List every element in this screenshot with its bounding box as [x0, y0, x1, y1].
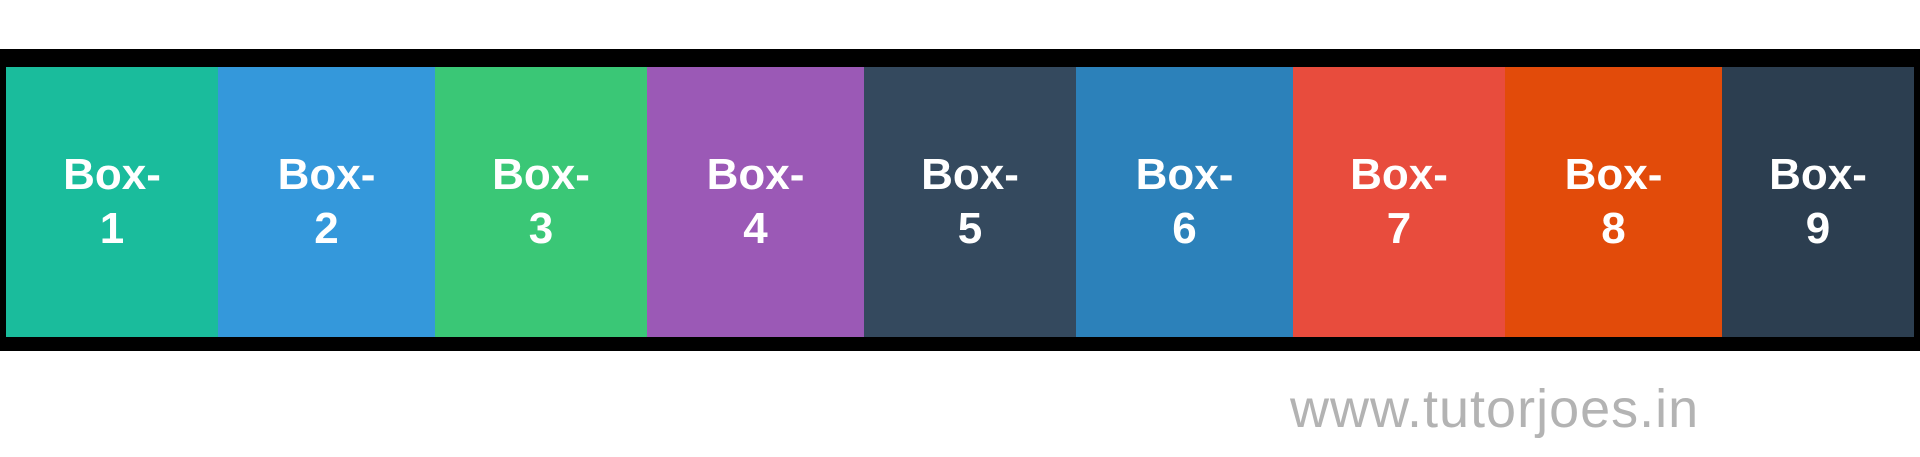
box-3-label: Box-3	[492, 150, 590, 253]
box-2-label: Box-2	[277, 150, 376, 253]
box-2: Box-2	[218, 67, 435, 337]
box-5-label: Box-5	[921, 150, 1019, 253]
watermark-text: www.tutorjoes.in	[1290, 379, 1700, 439]
box-6-label: Box-6	[1135, 150, 1234, 253]
box-3: Box-3	[435, 67, 647, 337]
box-1-label: Box-1	[63, 150, 161, 253]
box-9-label: Box-9	[1769, 150, 1867, 253]
box-9: Box-9	[1722, 67, 1914, 337]
box-8-label: Box-8	[1564, 150, 1663, 253]
box-1: Box-1	[6, 67, 218, 337]
flex-container: Box-1 Box-2 Box-3 Box-4 Box-5 Box-6 Box-…	[0, 49, 1920, 351]
box-5: Box-5	[864, 67, 1076, 337]
box-4-label: Box-4	[706, 150, 805, 253]
box-8: Box-8	[1505, 67, 1722, 337]
box-7-label: Box-7	[1350, 150, 1448, 253]
box-6: Box-6	[1076, 67, 1293, 337]
box-4: Box-4	[647, 67, 864, 337]
box-7: Box-7	[1293, 67, 1505, 337]
